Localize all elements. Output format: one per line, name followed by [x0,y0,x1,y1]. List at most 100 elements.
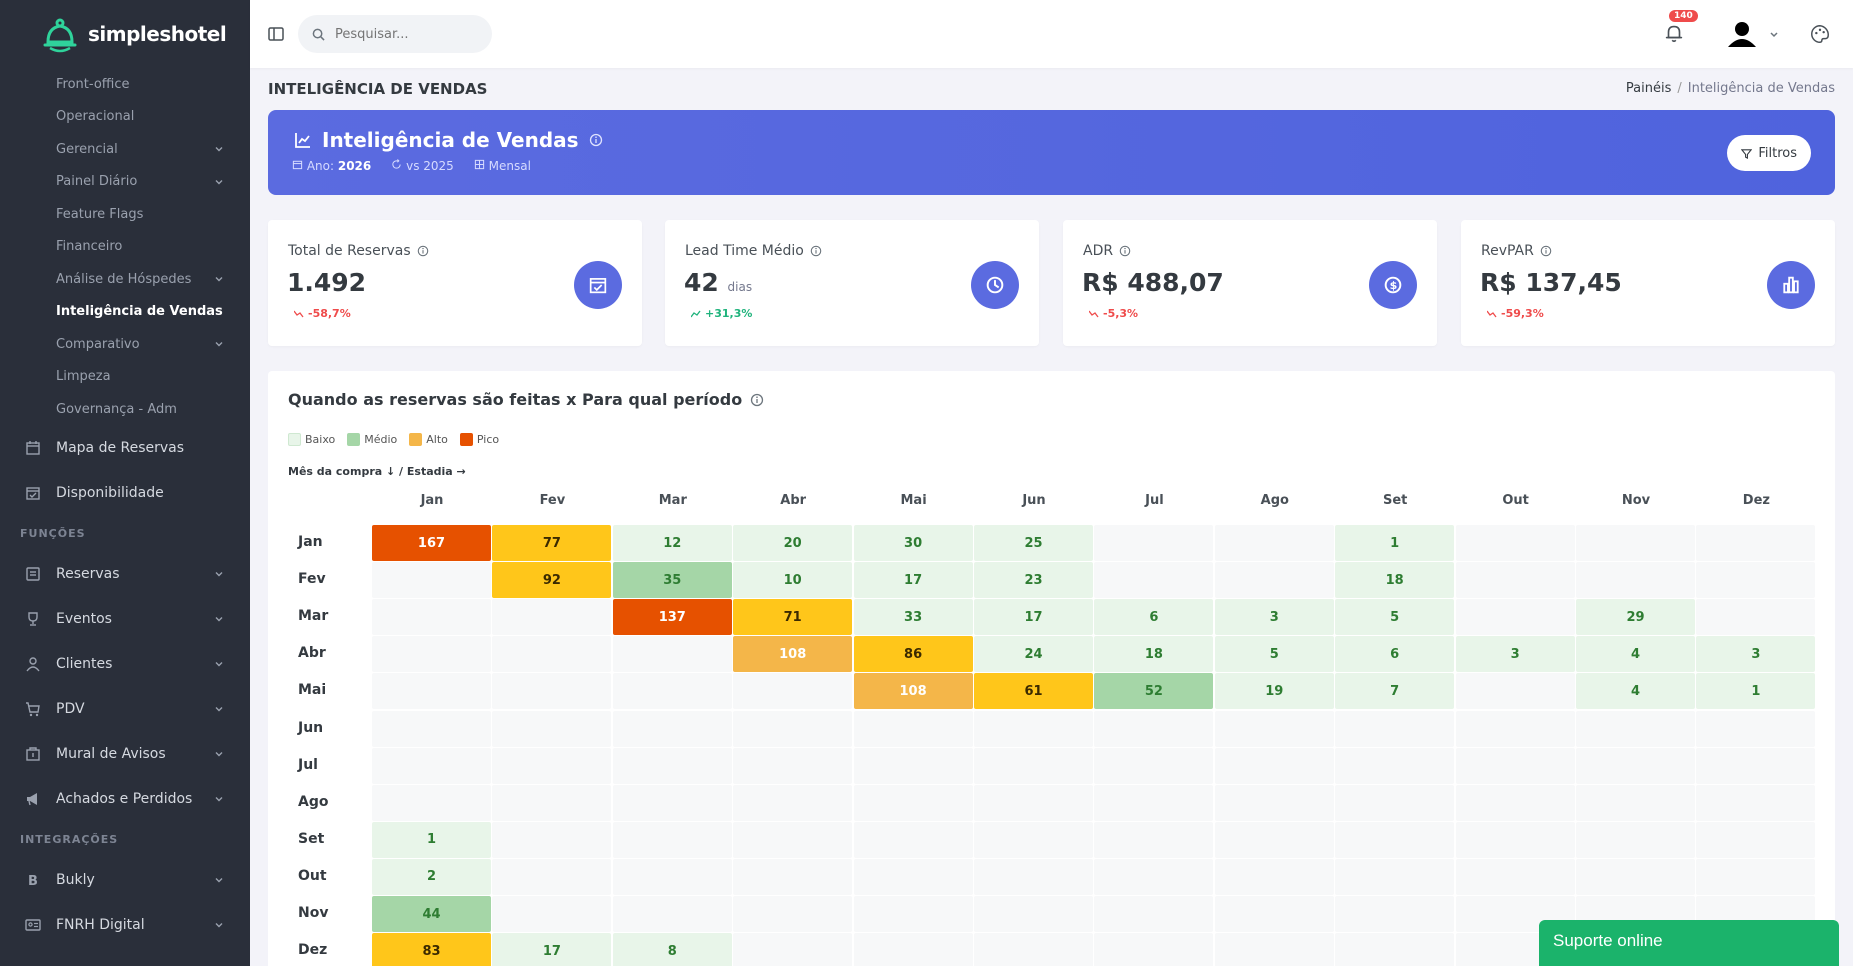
sidebar-item-disponibilidade[interactable]: Disponibilidade [0,471,250,516]
legend-swatch [347,433,361,446]
heatmap-cell [1576,858,1695,895]
heatmap-cell[interactable]: 18 [1094,636,1214,673]
banner-meta: Ano: 2026 vs 2025 Mensal [292,159,531,173]
heatmap-cell [1335,747,1455,784]
heatmap-cell[interactable]: 30 [853,525,973,561]
chevron-down-icon[interactable] [1769,29,1779,39]
kpi-icon-badge: $ [1369,261,1417,309]
heatmap-cell [1576,562,1695,599]
sidebar-item-inteligencia-de-vendas[interactable]: Inteligência de Vendas [0,296,250,329]
heatmap-cell[interactable]: 71 [733,599,853,636]
heatmap-cell[interactable]: 4 [1576,673,1695,710]
heatmap-cell[interactable]: 17 [974,599,1093,636]
column-header-fev: Fev [539,493,566,508]
heatmap-cell[interactable]: 1 [1335,525,1455,561]
sidebar-toggle-icon[interactable] [266,24,286,44]
search-input[interactable] [335,26,475,42]
info-icon[interactable] [589,133,603,147]
heatmap-cell[interactable]: 10 [733,562,853,599]
topbar-actions: 140 [1663,0,1853,68]
heatmap-cell[interactable]: 52 [1094,673,1214,710]
heatmap-cell[interactable]: 61 [974,673,1093,710]
search-box[interactable] [298,15,492,53]
sidebar-item-pdv[interactable]: PDV [0,687,250,732]
heatmap-cell[interactable]: 77 [492,525,612,561]
heatmap-cell[interactable]: 24 [974,636,1093,673]
heatmap-cell[interactable]: 33 [853,599,973,636]
filters-button[interactable]: Filtros [1727,135,1811,171]
sidebar-item-analise-de-hospedes[interactable]: Análise de Hóspedes [0,263,250,296]
support-online-button[interactable]: Suporte online [1539,920,1839,966]
heatmap-cell[interactable]: 108 [733,636,853,673]
sidebar-item-reservas[interactable]: Reservas [0,552,250,597]
chevron-down-icon [215,707,223,712]
heatmap-cell[interactable]: 3 [1214,599,1334,636]
section-title-integracoes: INTEGRAÇÕES [20,833,119,846]
heatmap-cell[interactable]: 23 [974,562,1093,599]
heatmap-cell[interactable]: 6 [1094,599,1214,636]
info-icon[interactable] [810,245,822,257]
heatmap-cell[interactable]: 44 [372,896,491,932]
sidebar-item-mural-de-avisos[interactable]: Mural de Avisos [0,732,250,777]
sidebar-item-painel-diario[interactable]: Painel Diário [0,166,250,199]
heatmap-cell [1094,710,1214,747]
heatmap-cell[interactable]: 18 [1335,562,1455,599]
sidebar-item-operacional[interactable]: Operacional [0,101,250,134]
heatmap-cell[interactable]: 1 [1696,673,1816,710]
heatmap-cell [612,747,732,784]
heatmap-cell[interactable]: 20 [733,525,853,561]
heatmap-cell[interactable]: 137 [612,599,732,636]
sidebar-item-governanca-adm[interactable]: Governança - Adm [0,393,250,426]
sidebar-item-clientes[interactable]: Clientes [0,642,250,687]
sidebar-item-limpeza[interactable]: Limpeza [0,361,250,394]
svg-text:$: $ [1390,279,1398,292]
heatmap-cell[interactable]: 86 [853,636,973,673]
sidebar-item-feature-flags[interactable]: Feature Flags [0,198,250,231]
user-icon [26,657,40,672]
info-icon[interactable] [1540,245,1552,257]
sidebar-item-label: Clientes [56,656,113,672]
heatmap-cell[interactable]: 35 [612,562,732,599]
sidebar-item-mapa-de-reservas[interactable]: Mapa de Reservas [0,426,250,471]
sidebar-item-gerencial[interactable]: Gerencial [0,133,250,166]
heatmap-cell[interactable]: 8 [612,933,732,966]
heatmap-cell[interactable]: 17 [853,562,973,599]
heatmap-cell[interactable]: 4 [1576,636,1695,673]
heatmap-cell[interactable]: 19 [1214,673,1334,710]
info-icon[interactable] [1119,245,1131,257]
sidebar-item-comparativo[interactable]: Comparativo [0,328,250,361]
heatmap-cell[interactable]: 1 [372,821,491,858]
heatmap-cell [1696,821,1816,858]
heatmap-cell[interactable]: 12 [612,525,732,561]
heatmap-cell[interactable]: 7 [1335,673,1455,710]
heatmap-cell[interactable]: 108 [853,673,973,710]
sidebar-item-financeiro[interactable]: Financeiro [0,231,250,264]
heatmap-cell[interactable]: 83 [372,933,491,966]
heatmap-cell[interactable]: 3 [1455,636,1575,673]
info-icon[interactable] [417,245,429,257]
heatmap-cell[interactable]: 17 [492,933,612,966]
column-header-set: Set [1382,493,1408,508]
heatmap-cell[interactable]: 3 [1696,636,1816,673]
palette-icon[interactable] [1809,23,1831,45]
sidebar-item-fnrh-digital[interactable]: FNRH Digital [0,903,250,948]
heatmap-cell[interactable]: 92 [492,562,612,599]
heatmap-cell[interactable]: 5 [1335,599,1455,636]
page-title: INTELIGÊNCIA DE VENDAS [268,80,488,98]
heatmap-cell[interactable]: 5 [1214,636,1334,673]
heatmap-cell[interactable]: 167 [372,525,491,561]
brand[interactable]: simpleshotel [0,0,250,68]
heatmap-cell[interactable]: 2 [372,858,491,895]
heatmap-cell[interactable]: 25 [974,525,1093,561]
sidebar-item-eventos[interactable]: Eventos [0,597,250,642]
info-icon[interactable] [750,393,764,407]
breadcrumb-root[interactable]: Painéis [1625,81,1672,96]
heatmap-cell[interactable]: 6 [1335,636,1455,673]
avatar[interactable] [1725,17,1759,51]
sidebar-item-front-office[interactable]: Front-office [0,68,250,101]
heatmap-cell[interactable]: 29 [1576,599,1695,636]
sidebar-item-achados-e-perdidos[interactable]: Achados e Perdidos [0,777,250,822]
notifications-button[interactable]: 140 [1663,10,1698,46]
sidebar-item-bukly[interactable]: B Bukly [0,858,250,903]
heatmap-cell [1094,933,1214,966]
